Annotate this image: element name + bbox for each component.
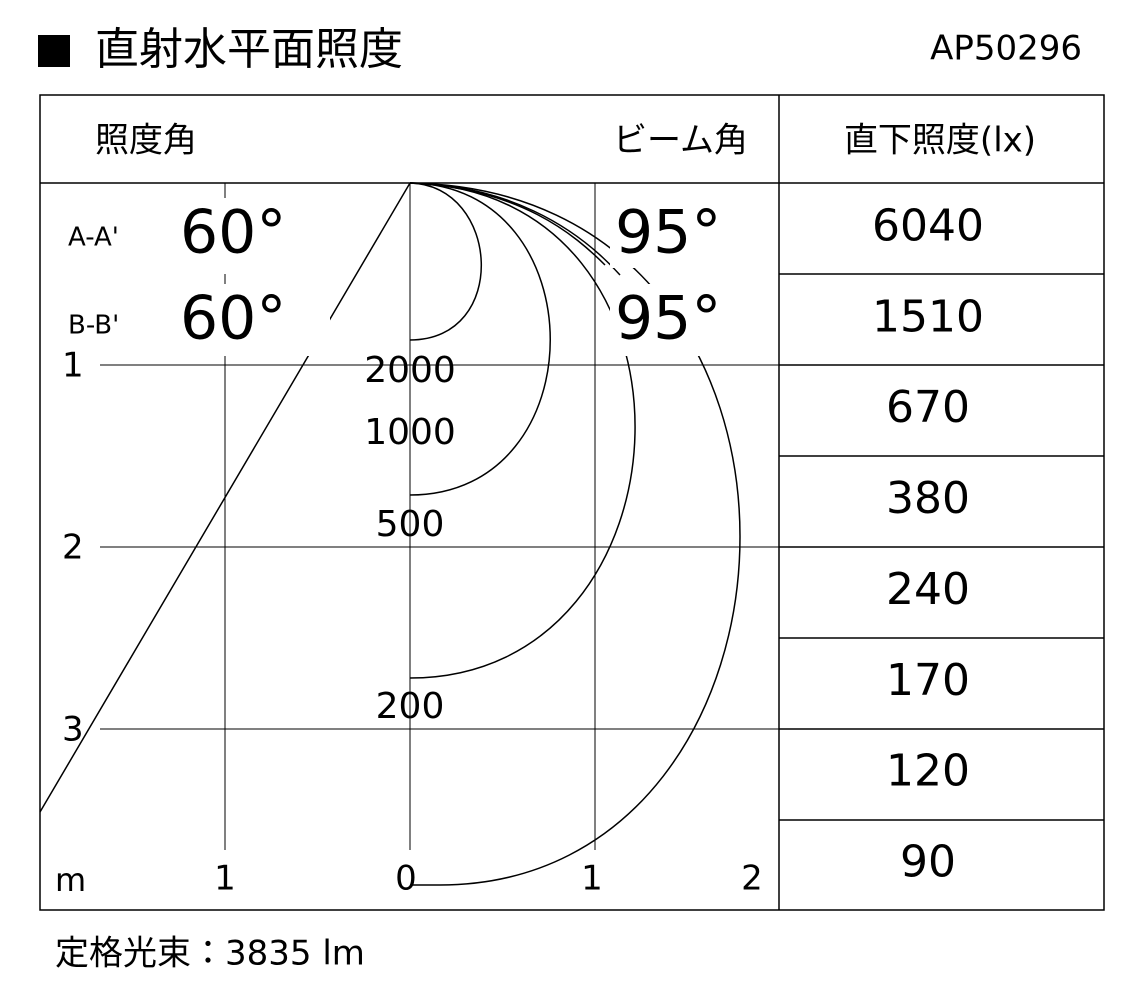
row-label: B-B' [68,311,119,341]
beam-angle: 95° [615,284,721,354]
isolux-curve [409,182,636,679]
illuminance-value: 90 [900,837,956,888]
illuminance-column: 6040 1510 670 380 240 170 120 90 [872,200,984,887]
illuminance-value: 120 [886,746,970,797]
contour-label: 1000 [364,412,456,453]
isolux-curve [409,182,741,886]
illuminance-value: 6040 [872,200,984,251]
illuminance-value: 170 [886,655,970,706]
width-tick: 1 [581,859,603,899]
width-tick: 0 [395,859,417,899]
right-row-lines [779,273,1104,821]
beam-angle-line [39,182,411,813]
illuminance-value: 240 [886,564,970,615]
isolux-curve [409,182,551,496]
header-cell: ビーム角 [613,121,748,161]
illuminance-value: 670 [886,382,970,433]
contour-label: 500 [376,504,445,545]
contour-label: 2000 [364,350,456,391]
isolux-curve [409,182,482,341]
label-bg [610,198,720,268]
contour-label: 200 [376,686,445,727]
depth-tick: 1 [62,346,84,386]
label-bg [610,284,720,356]
header-cell: 直下照度(lx) [844,121,1036,161]
header-cell: 照度角 [95,121,197,161]
row-label: A-A' [68,223,119,253]
angle: 60° [180,198,286,268]
label-bg [170,284,330,356]
width-tick: 2 [741,859,763,899]
title-square [38,35,70,67]
depth-tick: 2 [62,528,84,568]
beam-angle: 95° [615,198,721,268]
footer: 定格光束：3835 lm [55,934,365,974]
illuminance-value: 380 [886,473,970,524]
model-number: AP50296 [930,29,1082,69]
unit: m [55,861,86,899]
frame [39,94,1105,911]
width-tick: 1 [214,859,236,899]
depth-tick: 3 [62,710,84,750]
illuminance-value: 1510 [872,291,984,342]
angle: 60° [180,284,286,354]
label-bg [170,198,290,274]
title: 直射水平面照度 [95,24,403,75]
beam-curve [409,182,621,276]
